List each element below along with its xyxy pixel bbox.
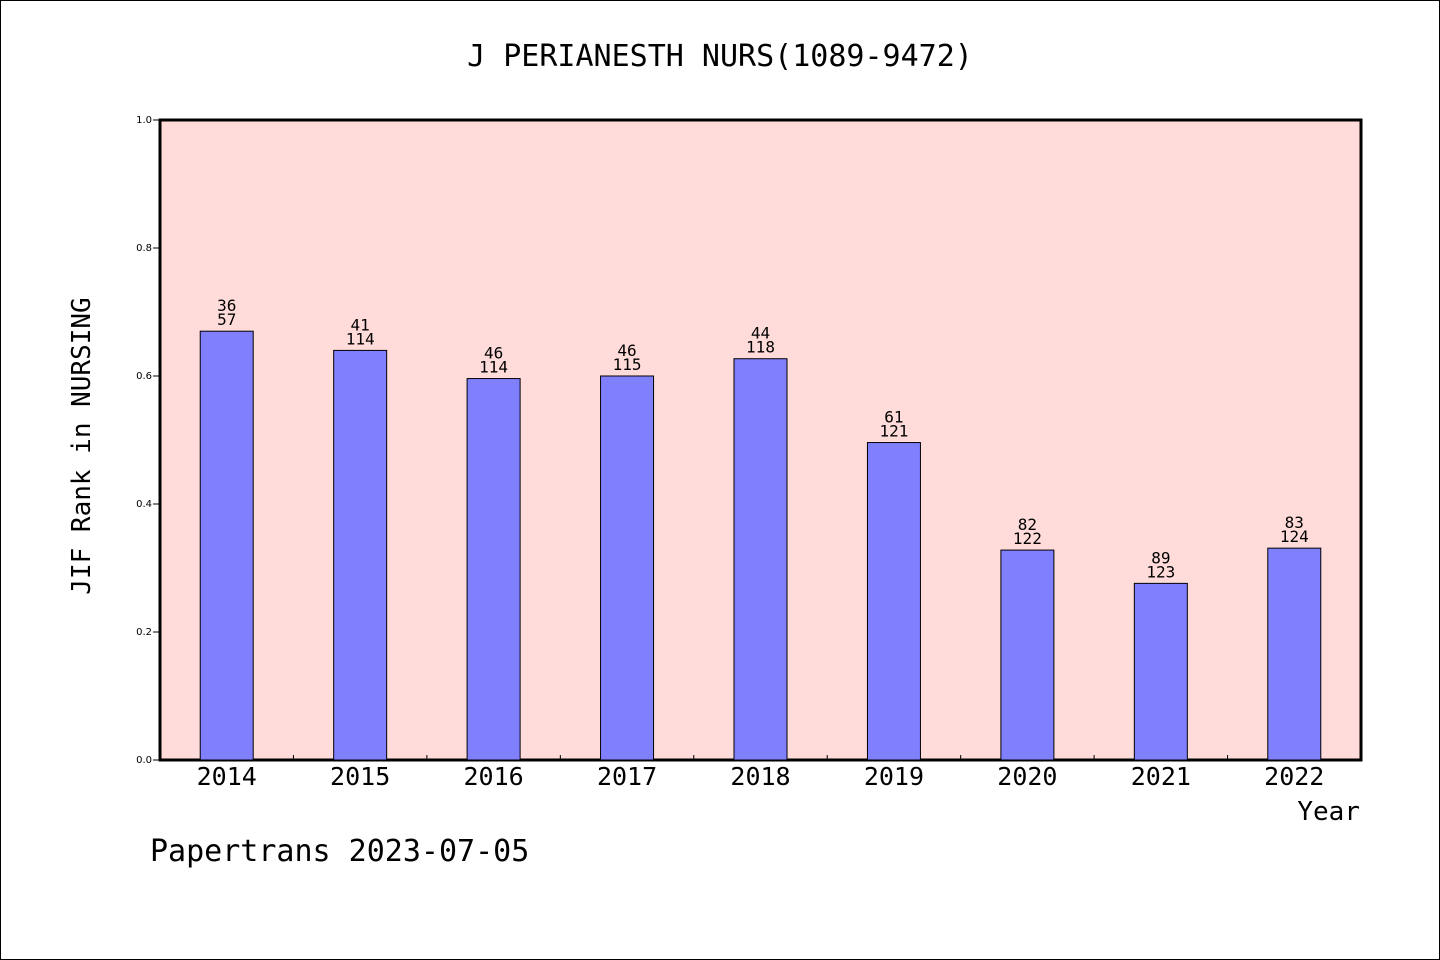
x-axis: 2014 2015 2016 2017 2018 2019 2020 2021 2022: [197, 755, 1324, 791]
bar-rank-label: 61: [884, 408, 903, 427]
bar-total-label: 121: [879, 422, 908, 441]
watermark-text: Papertrans 2023-07-05: [150, 834, 530, 869]
bar: [600, 375, 655, 761]
x-tick-label: 2014: [197, 762, 257, 791]
bar-rank-label: 44: [751, 324, 770, 343]
bar: [1000, 549, 1055, 761]
y-tick-label: 0.0: [136, 755, 152, 766]
y-tick-label: 0.2: [136, 627, 152, 638]
x-tick-label: 2019: [864, 762, 924, 791]
bar: [1267, 547, 1322, 761]
bar-rank-label: 89: [1151, 548, 1170, 567]
bar: [866, 442, 921, 761]
bar: [466, 378, 521, 761]
bar: [199, 330, 254, 761]
bar-rank-label: 83: [1285, 513, 1304, 532]
bar-total-label: 114: [479, 358, 508, 377]
bar-total-label: 118: [746, 338, 775, 357]
x-tick-label: 2017: [597, 762, 657, 791]
y-tick-label: 1.0: [136, 115, 152, 126]
y-tick-label: 0.8: [136, 243, 152, 254]
x-tick-label: 2016: [464, 762, 524, 791]
y-tick-label: 0.6: [136, 371, 152, 382]
bar-total-label: 123: [1146, 562, 1175, 581]
y-axis-label: JIF Rank in NURSING: [67, 297, 97, 594]
x-tick-label: 2021: [1131, 762, 1191, 791]
bar-total-label: 122: [1013, 529, 1042, 548]
bar-rank-label: 41: [351, 315, 370, 334]
bar: [333, 349, 388, 761]
bar-rank-label: 46: [617, 341, 636, 360]
bar-total-label: 57: [217, 310, 236, 329]
bar-rank-label: 82: [1018, 515, 1037, 534]
chart-title: J PERIANESTH NURS(1089-9472): [467, 39, 973, 74]
bar-total-label: 124: [1280, 527, 1309, 546]
x-tick-label: 2015: [330, 762, 390, 791]
bar-rank-label: 46: [484, 344, 503, 363]
x-tick-label: 2020: [997, 762, 1057, 791]
x-axis-label: Year: [1297, 797, 1360, 827]
x-tick-label: 2018: [730, 762, 790, 791]
y-axis: 0.0 0.2 0.4 0.6 0.8 1.0: [136, 115, 160, 766]
bar-total-label: 115: [613, 355, 642, 374]
bar: [733, 358, 788, 761]
y-tick-label: 0.4: [136, 499, 152, 510]
bar: [1133, 582, 1188, 761]
x-tick-label: 2022: [1264, 762, 1324, 791]
bar-rank-label: 36: [217, 296, 236, 315]
bar-total-label: 114: [346, 329, 375, 348]
